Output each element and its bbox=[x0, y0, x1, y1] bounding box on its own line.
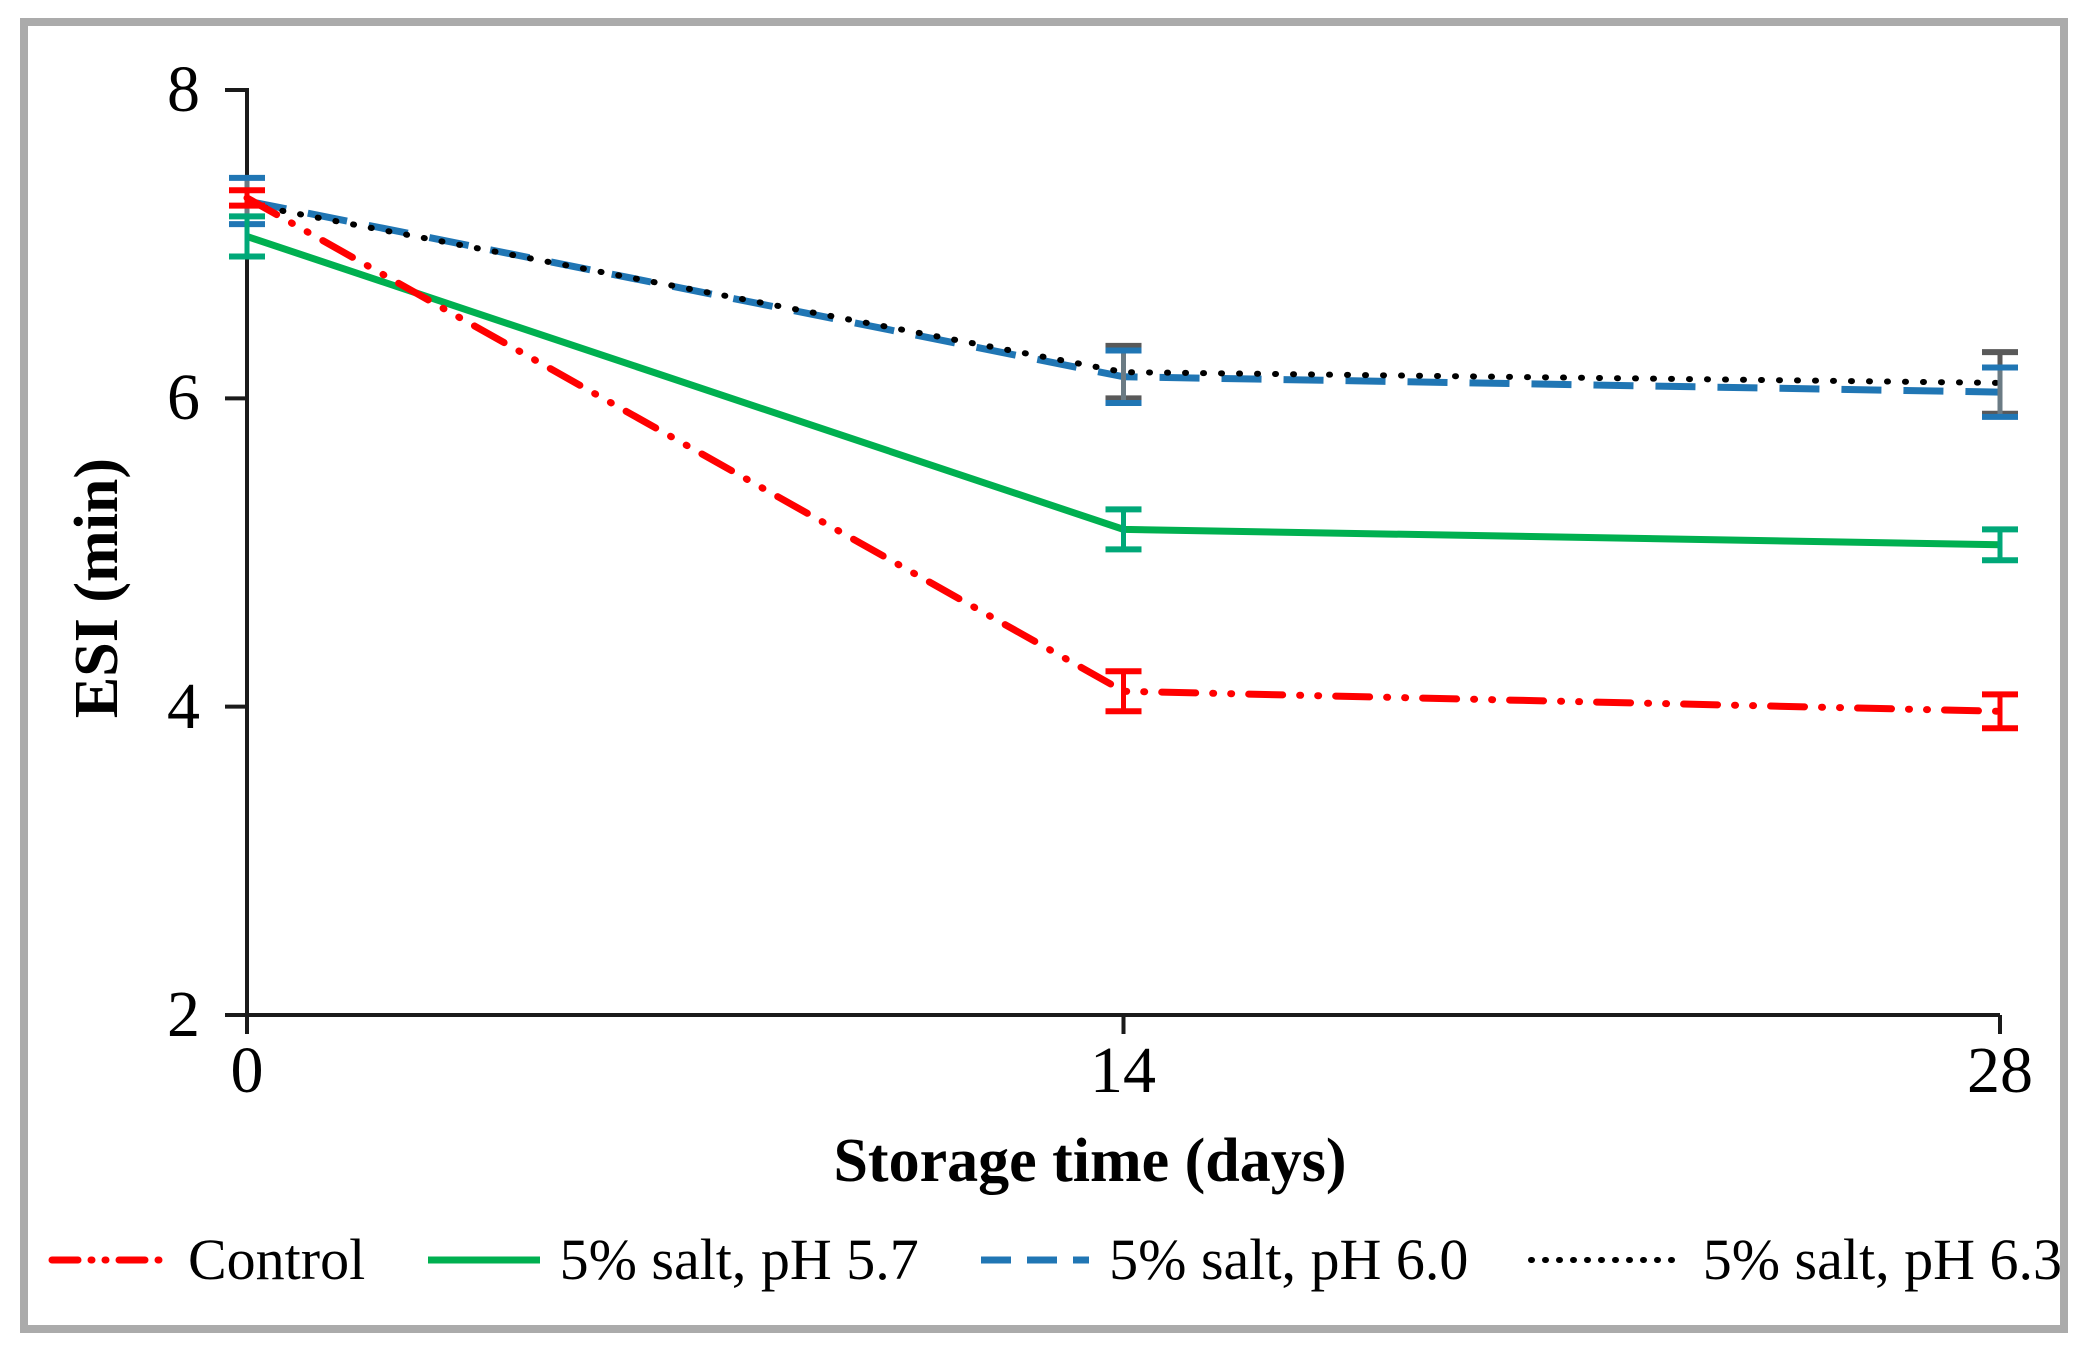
x-axis-title: Storage time (days) bbox=[833, 1127, 1347, 1195]
outer-frame bbox=[20, 18, 2068, 1333]
legend-label: 5% salt, pH 5.7 bbox=[559, 1227, 919, 1292]
y-tick-label: 8 bbox=[167, 53, 200, 126]
y-axis-title: ESI (min) bbox=[63, 457, 131, 719]
x-tick-label: 28 bbox=[1967, 1034, 2033, 1107]
x-tick-label: 0 bbox=[230, 1034, 264, 1107]
y-tick-label: 4 bbox=[167, 670, 200, 743]
y-tick-label: 2 bbox=[167, 978, 200, 1051]
x-tick-label: 14 bbox=[1090, 1034, 1156, 1107]
series-line-control bbox=[243, 194, 2004, 715]
y-tick-label: 6 bbox=[167, 361, 200, 434]
legend-item-control: Control bbox=[48, 1228, 365, 1292]
series-line-5-salt-ph-6-3 bbox=[244, 201, 2003, 386]
legend-item-ph-5-7: 5% salt, pH 5.7 bbox=[424, 1228, 919, 1292]
legend-label: 5% salt, pH 6.3 bbox=[1702, 1227, 2062, 1292]
legend: Control 5% salt, pH 5.7 5% salt, pH 6.0 … bbox=[48, 1218, 2062, 1302]
legend-line-sample-icon bbox=[427, 1256, 540, 1264]
legend-line-sample-icon bbox=[981, 1256, 1090, 1264]
legend-label: Control bbox=[188, 1227, 366, 1292]
legend-line-sample-icon bbox=[1527, 1257, 1686, 1263]
legend-label: 5% salt, pH 6.0 bbox=[1109, 1227, 1469, 1292]
legend-item-ph-6-0: 5% salt, pH 6.0 bbox=[977, 1228, 1468, 1292]
legend-item-ph-6-3: 5% salt, pH 6.3 bbox=[1527, 1228, 2062, 1292]
legend-line-sample-icon bbox=[48, 1256, 172, 1264]
